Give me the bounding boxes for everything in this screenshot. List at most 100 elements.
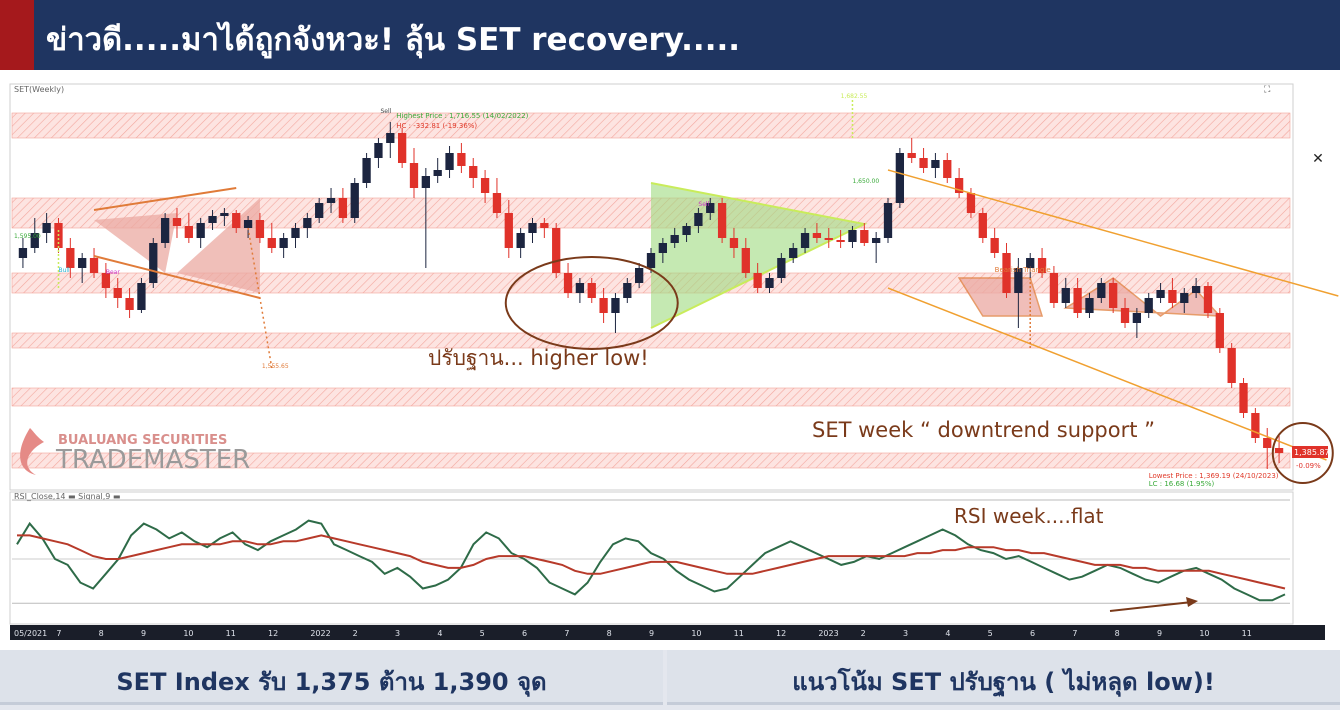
x-tick-label: 2 <box>861 629 866 638</box>
candle-body <box>1026 258 1035 268</box>
candle-body <box>1180 293 1189 303</box>
candle-body <box>469 166 478 178</box>
last-price-label: 1,385.87 <box>1294 448 1330 457</box>
candle-body <box>931 160 940 168</box>
candle-body <box>196 223 205 238</box>
rsi-title: RSI_Close,14 ▬ Signal,9 ▬ <box>14 492 120 501</box>
candle-body <box>1227 348 1236 383</box>
x-tick-label: 9 <box>649 629 654 638</box>
x-tick-label: 10 <box>1199 629 1209 638</box>
chart-annotation: 1,595.00 <box>14 233 41 240</box>
candle-body <box>362 158 371 183</box>
candle-body <box>848 230 857 242</box>
footer-left-text: SET Index รับ 1,375 ต้าน 1,390 จุด <box>116 668 547 696</box>
candle-body <box>1191 286 1201 293</box>
x-tick-label: 5 <box>480 629 485 638</box>
logo-brand-bottom: TRADEMASTER <box>55 445 250 475</box>
candle-body <box>587 283 596 298</box>
candle-body <box>1109 283 1118 308</box>
candle-body <box>315 203 324 218</box>
chart-annotation: 1,555.65 <box>262 363 289 370</box>
candle-body <box>800 233 810 248</box>
candle-body <box>753 273 762 288</box>
candle-body <box>243 220 253 228</box>
candle-body <box>149 243 158 283</box>
candle-body <box>540 223 549 228</box>
main-chart-title: SET(Weekly) <box>14 85 64 94</box>
candle-body <box>30 233 39 248</box>
x-tick-label: 8 <box>607 629 612 638</box>
candle-body <box>1014 268 1023 293</box>
x-tick-label: 2 <box>353 629 358 638</box>
close-icon[interactable]: ✕ <box>1312 151 1324 167</box>
candle-body <box>717 203 727 238</box>
candle-body <box>421 176 430 188</box>
candle-body <box>658 243 667 253</box>
candle-body <box>220 213 229 216</box>
rsi-signal-line <box>17 534 1286 590</box>
candle-body <box>1263 438 1272 448</box>
x-tick-label: 11 <box>226 629 236 638</box>
highlight-circle-support <box>1271 422 1334 484</box>
candle-body <box>872 238 881 243</box>
candle-body <box>18 248 28 258</box>
candle-body <box>954 178 964 193</box>
candle-body <box>267 238 276 248</box>
candle-body <box>1120 308 1130 323</box>
x-tick-label: 10 <box>691 629 701 638</box>
candle-body <box>528 223 537 233</box>
candle-body <box>397 133 407 163</box>
chart-annotation: Bearish Triangle <box>995 266 1051 274</box>
x-tick-label: 3 <box>903 629 908 638</box>
x-tick-label: 12 <box>776 629 786 638</box>
candle-body <box>765 278 774 288</box>
footer-bar: SET Index รับ 1,375 ต้าน 1,390 จุด แนวโน… <box>0 650 1340 710</box>
candle-body <box>1274 448 1284 453</box>
candle-body <box>883 203 893 238</box>
chart-annotation: Bull <box>58 267 70 274</box>
trendline-upper-left <box>93 187 237 211</box>
candle-body <box>1073 288 1082 313</box>
footer-right-box: แนวโน้ม SET ปรับฐาน ( ไม่หลุด low)! <box>667 650 1340 705</box>
candle-body <box>279 238 288 248</box>
candle-body <box>1144 298 1153 313</box>
candle-body <box>125 298 134 310</box>
candle-body <box>575 283 585 293</box>
candle-body <box>860 230 869 243</box>
dotted-target-line <box>247 227 273 369</box>
candle-body <box>990 238 999 253</box>
zone-band <box>11 452 1291 469</box>
panel-resize-icon: ⛶ <box>1263 84 1271 95</box>
chart-annotation: Sell <box>698 201 709 208</box>
candle-body <box>623 283 632 298</box>
downtrend-channel-upper <box>887 169 1339 297</box>
chart-annotation: 1,650.00 <box>852 178 879 185</box>
x-tick-label: 6 <box>522 629 527 638</box>
x-tick-label: 8 <box>1115 629 1120 638</box>
candle-body <box>907 153 916 158</box>
candle-body <box>113 288 122 298</box>
candle-body <box>1251 413 1260 438</box>
candle-body <box>386 133 395 143</box>
downtrend-channel-lower <box>887 287 1327 461</box>
candle-body <box>1156 290 1165 298</box>
candle-body <box>89 258 99 273</box>
candle-body <box>552 228 561 273</box>
rsi-line <box>16 519 1286 602</box>
candle-body <box>1049 273 1059 303</box>
x-tick-label: 05/2021 <box>14 629 47 638</box>
zone-band <box>11 332 1291 349</box>
footer-right-text: แนวโน้ม SET ปรับฐาน ( ไม่หลุด low)! <box>792 668 1215 696</box>
rsi-flat-arrow <box>1109 601 1193 612</box>
candle-body <box>338 198 348 218</box>
chart-annotation: Lowest Price : 1,369.19 (24/10/2023) <box>1149 472 1279 480</box>
candle-body <box>445 153 454 170</box>
candle-body <box>694 213 703 226</box>
candle-body <box>101 273 111 288</box>
candle-body <box>635 268 644 283</box>
candle-body <box>1061 288 1070 303</box>
candle-body <box>1097 283 1106 298</box>
note-higher-low: ปรับฐาน... higher low! <box>428 346 649 370</box>
x-tick-label: 5 <box>988 629 993 638</box>
page-title: ข่าวดี.....มาได้ถูกจังหวะ! ลุ้น SET reco… <box>46 22 741 58</box>
